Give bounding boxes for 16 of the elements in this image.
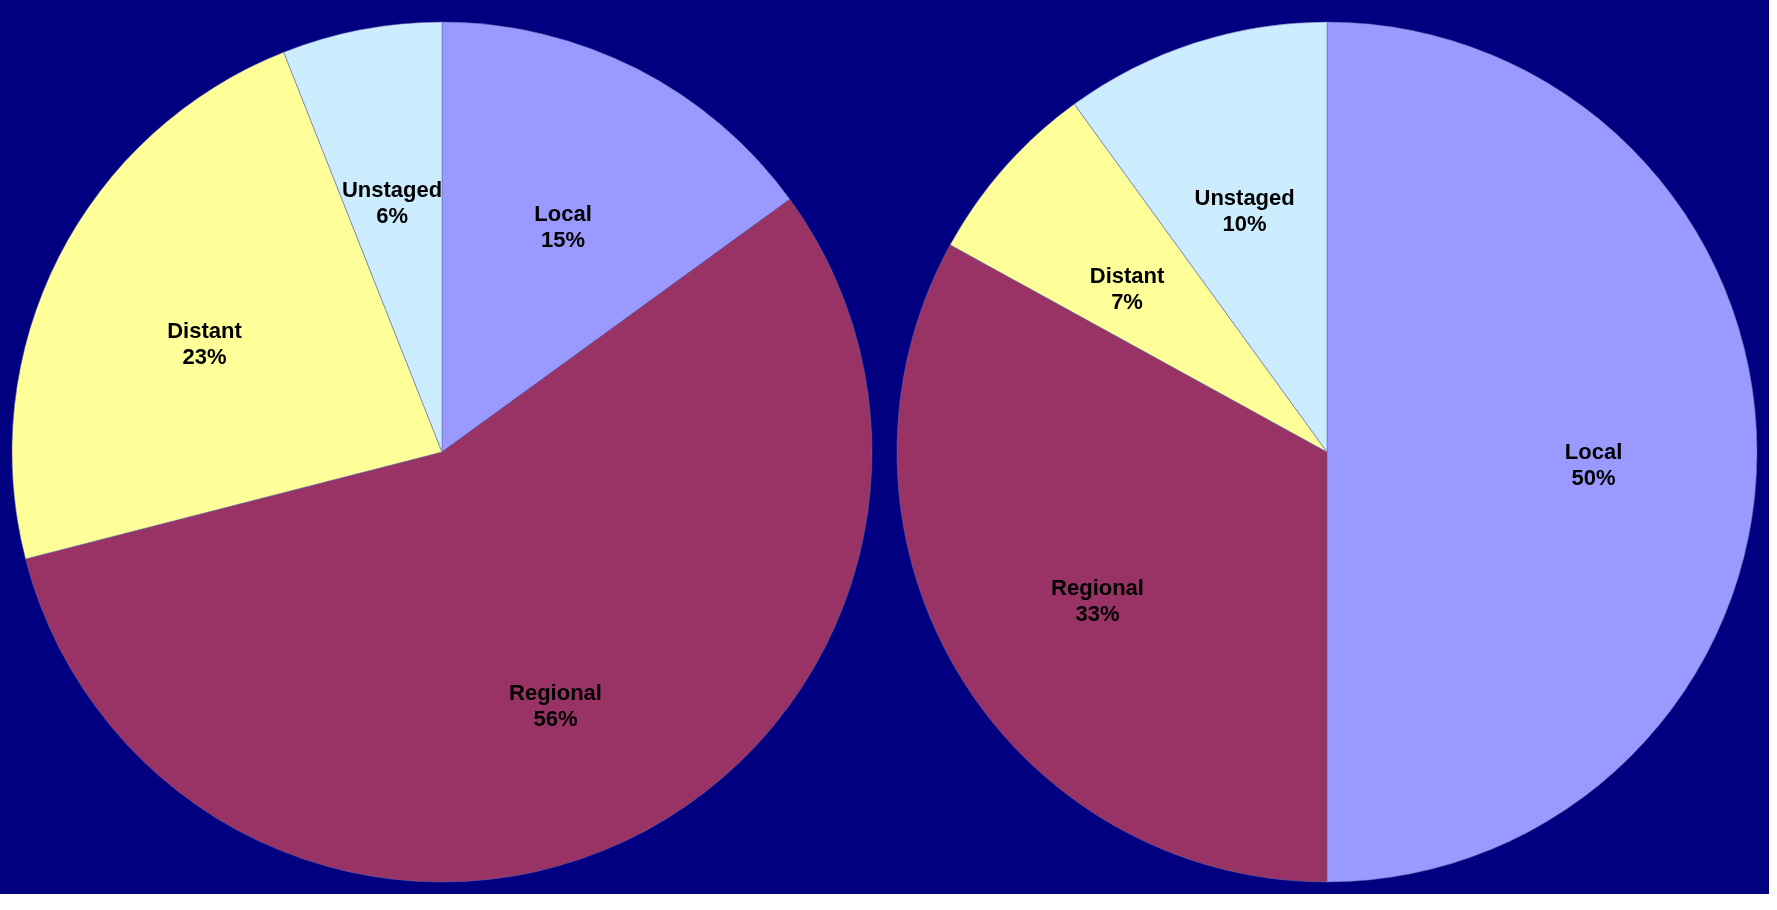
slice-label: Regional bbox=[509, 680, 602, 706]
data-label: 56% bbox=[533, 706, 578, 732]
slice-label: Distant bbox=[1089, 262, 1165, 288]
slice-label: Local bbox=[534, 201, 592, 227]
slice-label: Unstaged bbox=[1194, 185, 1295, 211]
data-label: 7% bbox=[1111, 288, 1143, 314]
data-label: 33% bbox=[1075, 600, 1120, 626]
slice-label: Unstaged bbox=[341, 177, 443, 203]
data-label: 50% bbox=[1571, 465, 1616, 490]
data-label: 15% bbox=[541, 227, 586, 253]
data-label: 6% bbox=[376, 203, 408, 229]
slice-label: Local bbox=[1564, 439, 1623, 464]
slice-label: Regional bbox=[1051, 574, 1144, 600]
data-label: 23% bbox=[182, 343, 227, 369]
slice-label: Distant bbox=[167, 317, 243, 343]
data-label: 10% bbox=[1222, 211, 1267, 237]
